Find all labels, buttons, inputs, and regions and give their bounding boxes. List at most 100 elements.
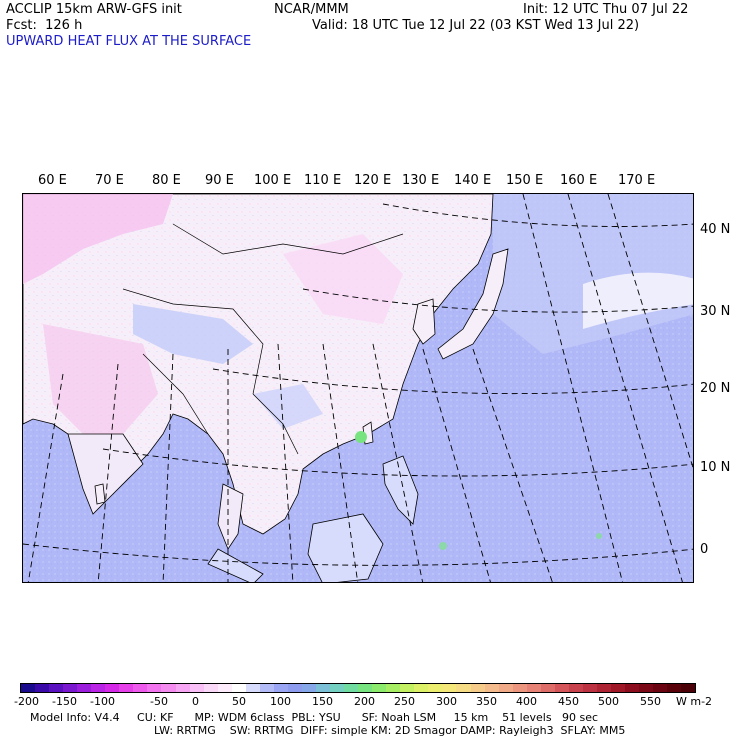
graticule	[23, 194, 693, 582]
colorbar-swatch	[133, 684, 148, 692]
colorbar-label: 500	[598, 695, 619, 708]
colorbar-swatch	[554, 684, 569, 692]
pacific-white-band	[583, 272, 693, 329]
flux-spot	[439, 542, 447, 550]
lon-label: 120 E	[354, 173, 392, 188]
colorbar-swatch	[259, 684, 274, 692]
lat-label: 20 N	[700, 381, 731, 396]
colorbar-swatch	[414, 684, 429, 692]
lat-label: 10 N	[700, 460, 731, 475]
colorbar-swatch	[147, 684, 162, 692]
colorbar-swatch	[273, 684, 288, 692]
colorbar-swatch	[512, 684, 527, 692]
lon-label: 100 E	[254, 173, 292, 188]
colorbar-swatch	[372, 684, 387, 692]
colorbar-label: 300	[436, 695, 457, 708]
colorbar-swatch	[161, 684, 176, 692]
north-pacific-band	[493, 194, 693, 354]
flux-spot	[596, 533, 602, 539]
colorbar-swatch	[386, 684, 401, 692]
colorbar-label: 200	[354, 695, 375, 708]
lon-label: 60 E	[38, 173, 67, 188]
map-graphic	[23, 194, 693, 582]
colorbar-label: -200	[14, 695, 39, 708]
colorbar-swatch	[653, 684, 668, 692]
colorbar-swatch	[287, 684, 302, 692]
header-model: ACCLIP 15km ARW-GFS init	[6, 2, 182, 17]
colorbar-swatch	[610, 684, 626, 692]
flux-spot	[355, 431, 367, 443]
lon-label: 170 E	[618, 173, 656, 188]
colorbar-swatch	[203, 684, 218, 692]
colorbar-swatch	[63, 684, 78, 692]
colorbar-swatch	[568, 684, 583, 692]
colorbar-swatch	[456, 684, 471, 692]
header-init: Init: 12 UTC Thu 07 Jul 22	[523, 2, 689, 17]
header-forecast: Fcst: 126 h	[6, 18, 83, 33]
colorbar-swatch	[91, 684, 106, 692]
colorbar-swatch	[231, 684, 246, 692]
colorbar-label: 0	[192, 695, 199, 708]
lon-label: 70 E	[95, 173, 124, 188]
colorbar-swatch	[21, 684, 36, 692]
lon-label: 80 E	[152, 173, 181, 188]
footer-line-1: Model Info: V4.4 CU: KF MP: WDM 6class P…	[30, 711, 599, 724]
colorbar-swatch	[49, 684, 64, 692]
field-title: UPWARD HEAT FLUX AT THE SURFACE	[6, 34, 252, 49]
colorbar-swatch	[639, 684, 654, 692]
colorbar-swatch	[526, 684, 541, 692]
lon-label: 90 E	[205, 173, 234, 188]
colorbar-swatch	[540, 684, 555, 692]
colorbar-swatch	[625, 684, 640, 692]
colorbar-swatch	[315, 684, 331, 692]
footer-line-2: LW: RRTMG SW: RRTMG DIFF: simple KM: 2D …	[154, 724, 626, 737]
colorbar-swatch	[667, 684, 682, 692]
colorbar-swatch	[301, 684, 316, 692]
colorbar-label: 50	[232, 695, 246, 708]
colorbar-swatch	[498, 684, 513, 692]
colorbar-swatch	[582, 684, 597, 692]
colorbar-swatch	[442, 684, 457, 692]
colorbar-label: 250	[394, 695, 415, 708]
colorbar-swatch	[400, 684, 415, 692]
lon-label: 130 E	[402, 173, 440, 188]
colorbar-label: 400	[516, 695, 537, 708]
colorbar-swatch	[681, 684, 696, 692]
colorbar-label: -100	[90, 695, 115, 708]
lat-label: 40 N	[700, 222, 731, 237]
colorbar-swatch	[428, 684, 443, 692]
lon-label: 150 E	[506, 173, 544, 188]
colorbar-swatch	[245, 684, 260, 692]
lon-label: 110 E	[304, 173, 342, 188]
colorbar	[20, 683, 696, 693]
colorbar-units: W m-2	[676, 695, 713, 708]
lat-label: 30 N	[700, 304, 731, 319]
colorbar-label: -150	[52, 695, 77, 708]
colorbar-label: 450	[558, 695, 579, 708]
colorbar-swatch	[35, 684, 50, 692]
colorbar-swatch	[330, 684, 345, 692]
colorbar-label: 150	[312, 695, 333, 708]
header-org: NCAR/MMM	[274, 2, 349, 17]
colorbar-swatch	[470, 684, 485, 692]
colorbar-swatch	[344, 684, 359, 692]
japan	[437, 248, 509, 360]
colorbar-swatch	[77, 684, 92, 692]
header-valid: Valid: 18 UTC Tue 12 Jul 22 (03 KST Wed …	[312, 18, 640, 33]
colorbar-label: 350	[476, 695, 497, 708]
colorbar-label: 550	[640, 695, 661, 708]
lon-label: 160 E	[560, 173, 598, 188]
colorbar-swatch	[484, 684, 499, 692]
colorbar-swatch	[119, 684, 134, 692]
colorbar-swatch	[358, 684, 373, 692]
colorbar-swatch	[175, 684, 190, 692]
heat-flux-map	[22, 193, 694, 583]
colorbar-swatch	[189, 684, 204, 692]
lat-label: 0	[700, 542, 709, 557]
colorbar-swatch	[596, 684, 611, 692]
colorbar-swatch	[105, 684, 120, 692]
colorbar-label: -50	[150, 695, 168, 708]
lon-label: 140 E	[454, 173, 492, 188]
colorbar-swatch	[217, 684, 232, 692]
colorbar-label: 100	[270, 695, 291, 708]
